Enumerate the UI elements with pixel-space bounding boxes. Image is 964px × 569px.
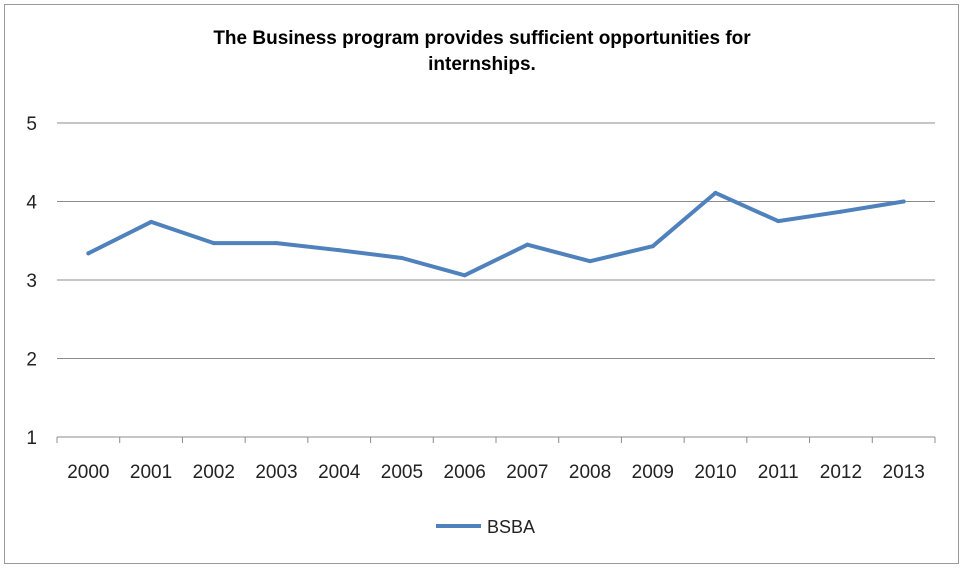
data-point (713, 190, 718, 195)
x-tick-label: 2013 (883, 462, 925, 483)
data-point (650, 244, 655, 249)
legend: BSBA (436, 517, 535, 537)
data-point (399, 256, 404, 261)
x-tick-label: 2001 (130, 462, 172, 483)
y-tick-label: 2 (26, 350, 37, 371)
series-line-bsba (86, 190, 906, 278)
x-tick-label: 2007 (506, 462, 548, 483)
data-point (462, 273, 467, 278)
x-axis (56, 436, 936, 443)
data-point (838, 209, 843, 214)
data-point (149, 219, 154, 224)
data-point (588, 259, 593, 264)
data-point (901, 199, 906, 204)
chart-title: The Business program provides sufficient… (0, 26, 964, 78)
data-point (776, 219, 781, 224)
gridlines (57, 122, 935, 359)
chart-frame (4, 4, 959, 564)
x-tick-label: 2011 (758, 462, 799, 483)
data-point (274, 241, 279, 246)
y-tick-label: 1 (26, 428, 37, 449)
chart-title-line-2: internships. (428, 54, 536, 75)
x-axis-tick-labels: 2000 2001 2002 2003 2004 2005 2006 2007 2008 2009… (67, 462, 925, 483)
x-tick-label: 2012 (820, 462, 862, 483)
x-tick-label: 2000 (67, 462, 109, 483)
x-tick-label: 2009 (632, 462, 674, 483)
data-point (211, 241, 216, 246)
y-axis-tick-labels: 1 2 3 4 5 (26, 114, 37, 449)
series-lines (86, 190, 906, 278)
x-tick-label: 2008 (569, 462, 611, 483)
data-point (525, 242, 530, 247)
y-tick-label: 4 (26, 193, 37, 214)
y-tick-label: 3 (26, 271, 37, 292)
x-tick-label: 2003 (255, 462, 297, 483)
legend-label: BSBA (487, 517, 535, 537)
x-tick-label: 2005 (381, 462, 423, 483)
data-point (86, 251, 91, 256)
chart-title-line-1: The Business program provides sufficient… (213, 28, 751, 49)
data-point (337, 248, 342, 253)
x-tick-label: 2002 (193, 462, 235, 483)
x-tick-label: 2004 (318, 462, 361, 483)
x-tick-label: 2006 (444, 462, 486, 483)
y-tick-label: 5 (26, 114, 37, 135)
x-tick-label: 2010 (694, 462, 736, 483)
